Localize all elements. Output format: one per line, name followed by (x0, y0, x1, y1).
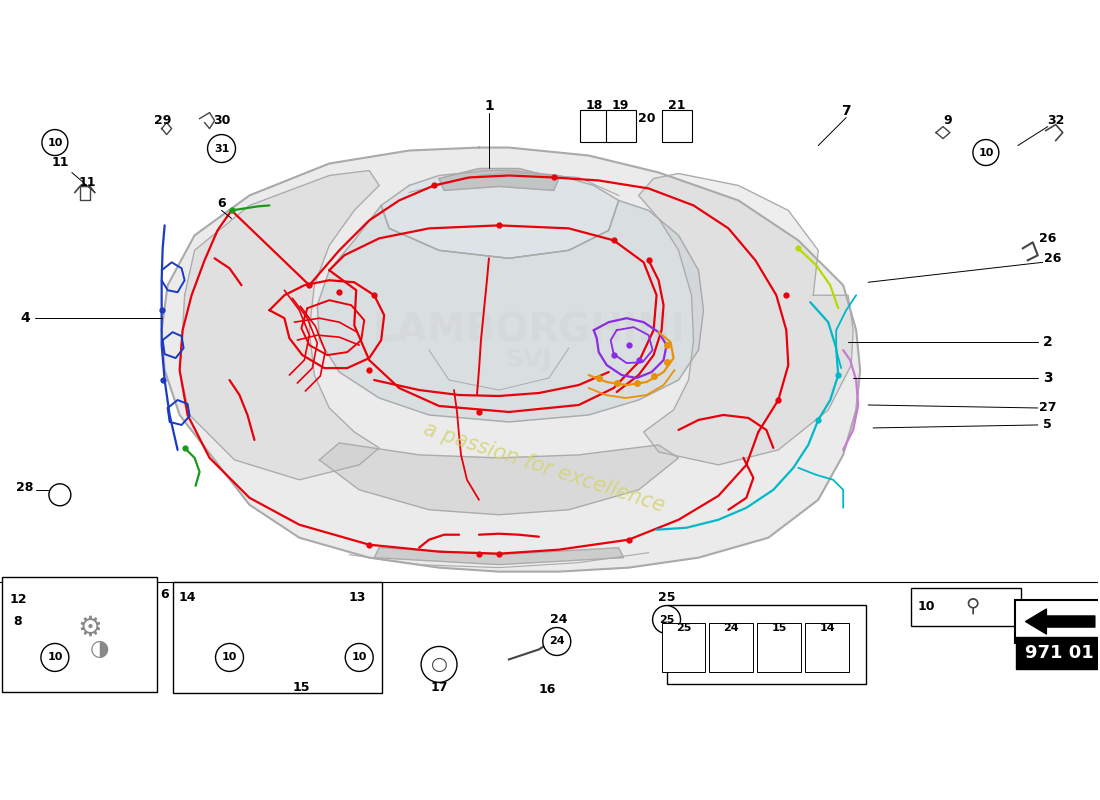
Circle shape (216, 643, 243, 671)
Polygon shape (319, 443, 679, 514)
FancyBboxPatch shape (758, 622, 801, 673)
Text: 10: 10 (222, 653, 238, 662)
Text: 15: 15 (771, 622, 786, 633)
Circle shape (972, 139, 999, 166)
Text: LAMBORGHINI: LAMBORGHINI (373, 311, 685, 349)
Text: ⚲: ⚲ (966, 597, 980, 616)
Text: 8: 8 (13, 615, 22, 628)
Text: 971 01: 971 01 (1025, 645, 1094, 662)
Text: SVJ: SVJ (506, 348, 552, 372)
Text: 27: 27 (1040, 402, 1056, 414)
Text: 7: 7 (842, 104, 851, 118)
FancyBboxPatch shape (1015, 600, 1100, 643)
Polygon shape (439, 169, 559, 190)
FancyBboxPatch shape (661, 622, 705, 673)
Circle shape (345, 643, 373, 671)
Text: 10: 10 (352, 653, 367, 662)
Circle shape (421, 646, 456, 682)
Text: 14: 14 (820, 622, 835, 633)
Text: 29: 29 (154, 114, 172, 127)
Circle shape (42, 130, 68, 155)
Text: ◑: ◑ (90, 639, 110, 659)
FancyBboxPatch shape (661, 110, 692, 142)
FancyBboxPatch shape (805, 622, 849, 673)
Polygon shape (382, 170, 618, 258)
Polygon shape (639, 174, 854, 465)
Text: 25: 25 (659, 614, 674, 625)
Text: 26: 26 (1040, 232, 1056, 245)
Text: 18: 18 (586, 99, 604, 112)
Text: 17: 17 (430, 681, 448, 694)
Text: 5: 5 (1044, 418, 1052, 431)
Text: 13: 13 (349, 591, 366, 604)
Text: a passion for excellence: a passion for excellence (420, 419, 667, 516)
Text: ⚙: ⚙ (77, 614, 102, 642)
FancyBboxPatch shape (580, 110, 609, 142)
Text: 6: 6 (161, 588, 169, 601)
FancyBboxPatch shape (667, 605, 866, 684)
Text: 25: 25 (658, 591, 675, 604)
Text: 11: 11 (79, 176, 97, 189)
Circle shape (208, 134, 235, 162)
Polygon shape (374, 548, 624, 565)
Polygon shape (317, 201, 704, 422)
Text: 32: 32 (1047, 114, 1065, 127)
Text: 31: 31 (213, 143, 229, 154)
Text: 6: 6 (217, 197, 226, 210)
FancyBboxPatch shape (2, 577, 157, 692)
Text: 10: 10 (917, 600, 935, 613)
Text: 9: 9 (944, 114, 953, 127)
Text: 10: 10 (47, 653, 63, 662)
Text: 14: 14 (179, 591, 196, 604)
Text: 10: 10 (47, 138, 63, 147)
Text: 11: 11 (51, 156, 68, 169)
Text: ○: ○ (430, 655, 448, 674)
Circle shape (48, 484, 70, 506)
Text: 1: 1 (484, 98, 494, 113)
Text: 28: 28 (16, 482, 34, 494)
Polygon shape (179, 170, 380, 480)
Text: 30: 30 (212, 114, 230, 127)
Text: 20: 20 (638, 112, 656, 125)
Text: 21: 21 (668, 99, 685, 112)
Text: 24: 24 (549, 637, 564, 646)
Text: 24: 24 (550, 613, 568, 626)
FancyBboxPatch shape (1015, 638, 1100, 670)
Text: 16: 16 (538, 683, 556, 696)
Circle shape (542, 627, 571, 655)
FancyBboxPatch shape (606, 110, 636, 142)
Text: 26: 26 (1044, 252, 1061, 265)
Text: 19: 19 (612, 99, 629, 112)
FancyBboxPatch shape (710, 622, 754, 673)
Text: 10: 10 (978, 147, 993, 158)
Text: 3: 3 (1043, 371, 1053, 385)
Polygon shape (162, 147, 860, 572)
Text: 25: 25 (675, 622, 691, 633)
FancyArrowPatch shape (1025, 609, 1094, 634)
Text: 4: 4 (20, 311, 30, 325)
Circle shape (41, 643, 69, 671)
Text: 24: 24 (724, 622, 739, 633)
Circle shape (652, 606, 681, 634)
Text: 12: 12 (9, 593, 26, 606)
Text: 2: 2 (1043, 335, 1053, 349)
FancyBboxPatch shape (911, 587, 1021, 626)
Text: 15: 15 (293, 681, 310, 694)
FancyBboxPatch shape (173, 582, 382, 694)
